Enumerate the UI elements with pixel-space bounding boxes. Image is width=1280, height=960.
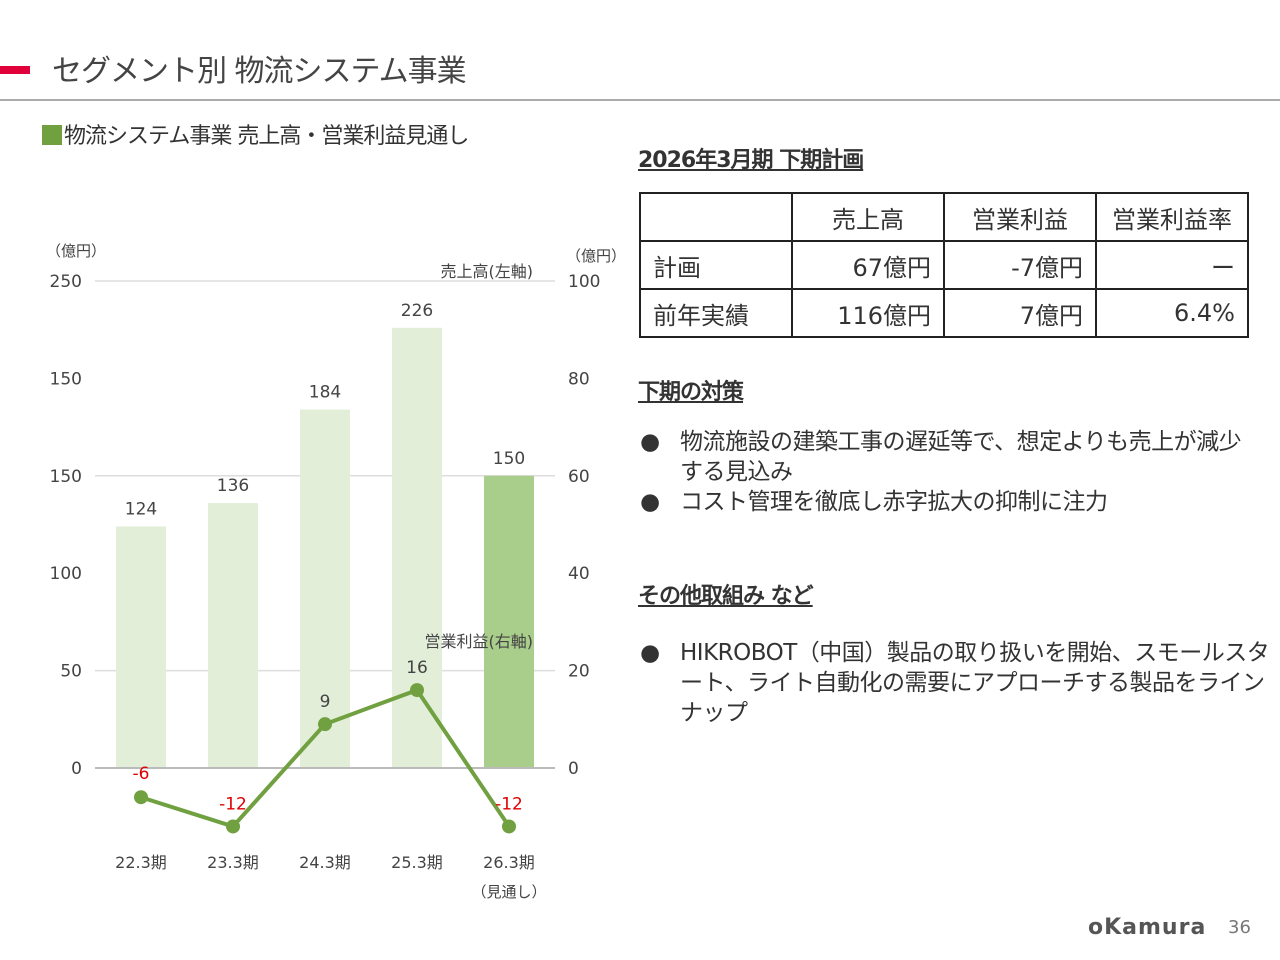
profit-point bbox=[134, 790, 148, 805]
left-axis-tick-label: 150 bbox=[50, 369, 82, 389]
table-header-cell: 営業利益 bbox=[943, 192, 1097, 242]
plan-table: 売上高 営業利益 営業利益率 計画 67億円 -7億円 ー 前年実績 116億円… bbox=[639, 192, 1249, 338]
profit-data-label: -12 bbox=[495, 794, 523, 814]
left-axis-tick-label: 50 bbox=[60, 662, 82, 682]
bullet-icon: ● bbox=[640, 640, 660, 666]
right-axis-tick-label: 0 bbox=[568, 759, 579, 779]
table-cell: 116億円 bbox=[791, 288, 945, 338]
plan-heading: 2026年3月期 下期計画 bbox=[638, 148, 864, 173]
chart-subtitle-text: 物流システム事業 売上高・営業利益見通し bbox=[64, 124, 469, 149]
left-axis-unit: （億円） bbox=[46, 242, 106, 260]
right-axis-tick-label: 100 bbox=[568, 272, 600, 292]
bar bbox=[300, 409, 350, 768]
left-axis-tick-label: 100 bbox=[50, 564, 82, 584]
page-title: セグメント別 物流システム事業 bbox=[52, 54, 467, 89]
profit-series-label: 営業利益(右軸) bbox=[425, 632, 534, 651]
category-label: 24.3期 bbox=[299, 853, 351, 872]
table-header-cell: 売上高 bbox=[791, 192, 945, 242]
profit-point bbox=[226, 819, 240, 834]
sales-series-label: 売上高(左軸) bbox=[441, 262, 534, 281]
title-divider bbox=[0, 99, 1280, 101]
table-cell: 前年実績 bbox=[639, 288, 793, 338]
profit-point bbox=[502, 819, 516, 834]
category-label: 25.3期 bbox=[391, 853, 443, 872]
bar-data-label: 124 bbox=[125, 499, 157, 519]
right-axis-tick-label: 60 bbox=[568, 467, 590, 487]
list-item: ● コスト管理を徹底し赤字拡大の抑制に注力 bbox=[640, 489, 1108, 515]
profit-data-label: -6 bbox=[133, 764, 150, 784]
green-square-icon bbox=[42, 125, 62, 145]
left-axis-tick-label: 250 bbox=[50, 272, 82, 292]
table-cell: -7億円 bbox=[943, 240, 1097, 290]
profit-point bbox=[318, 717, 332, 732]
right-axis-tick-label: 40 bbox=[568, 564, 590, 584]
bar bbox=[484, 475, 534, 768]
right-axis-unit: （億円） bbox=[566, 247, 626, 265]
left-axis-tick-label: 0 bbox=[71, 759, 82, 779]
category-label: 26.3期 bbox=[483, 853, 535, 872]
page-number: 36 bbox=[1228, 917, 1251, 938]
table-header-row: 売上高 営業利益 営業利益率 bbox=[639, 192, 1249, 242]
bar bbox=[392, 327, 442, 768]
right-axis-tick-label: 80 bbox=[568, 369, 590, 389]
category-note: （見通し） bbox=[471, 883, 546, 901]
measures-heading: 下期の対策 bbox=[638, 380, 744, 405]
others-list: ● HIKROBOT（中国）製品の取り扱いを開始、スモールスタート、ライト自動化の… bbox=[640, 638, 1270, 728]
table-cell: 計画 bbox=[639, 240, 793, 290]
right-axis-tick-label: 20 bbox=[568, 662, 590, 682]
chart-subtitle: 物流システム事業 売上高・営業利益見通し bbox=[42, 118, 469, 150]
table-cell: 67億円 bbox=[791, 240, 945, 290]
table-cell: 6.4% bbox=[1095, 288, 1249, 338]
bar-data-label: 150 bbox=[493, 449, 525, 469]
table-header-cell: 営業利益率 bbox=[1095, 192, 1249, 242]
table-header-cell bbox=[639, 192, 793, 242]
category-label: 22.3期 bbox=[115, 853, 167, 872]
bar bbox=[208, 503, 258, 768]
bullet-icon: ● bbox=[640, 489, 660, 515]
profit-data-label: 9 bbox=[320, 692, 331, 712]
measures-list: ● 物流施設の建築工事の遅延等で、想定よりも売上が減少する見込み ● コスト管理を徹… bbox=[640, 427, 1250, 517]
okamura-logo: oKamura bbox=[1088, 915, 1207, 940]
table-row: 前年実績 116億円 7億円 6.4% bbox=[639, 288, 1249, 338]
others-heading: その他取組み など bbox=[638, 584, 814, 609]
category-label: 23.3期 bbox=[207, 853, 259, 872]
left-axis-tick-label: 150 bbox=[50, 467, 82, 487]
profit-data-label: -12 bbox=[219, 794, 247, 814]
sales-profit-chart: 124 136 184 226 150 250 150 150 100 50 0 100 80 60 40 2… bbox=[46, 242, 626, 901]
title-accent-bar bbox=[0, 66, 30, 74]
profit-data-label: 16 bbox=[406, 658, 428, 678]
bar-data-label: 136 bbox=[217, 476, 249, 496]
bar bbox=[116, 526, 166, 768]
bar-data-label: 226 bbox=[401, 301, 433, 321]
table-cell: ー bbox=[1095, 240, 1249, 290]
bar-data-label: 184 bbox=[309, 383, 341, 403]
bullet-icon: ● bbox=[640, 429, 660, 455]
table-row: 計画 67億円 -7億円 ー bbox=[639, 240, 1249, 290]
table-cell: 7億円 bbox=[943, 288, 1097, 338]
list-item: ● 物流施設の建築工事の遅延等で、想定よりも売上が減少する見込み bbox=[640, 429, 1242, 485]
list-item: ● HIKROBOT（中国）製品の取り扱いを開始、スモールスタート、ライト自動化の… bbox=[640, 640, 1270, 726]
profit-point bbox=[410, 683, 424, 698]
